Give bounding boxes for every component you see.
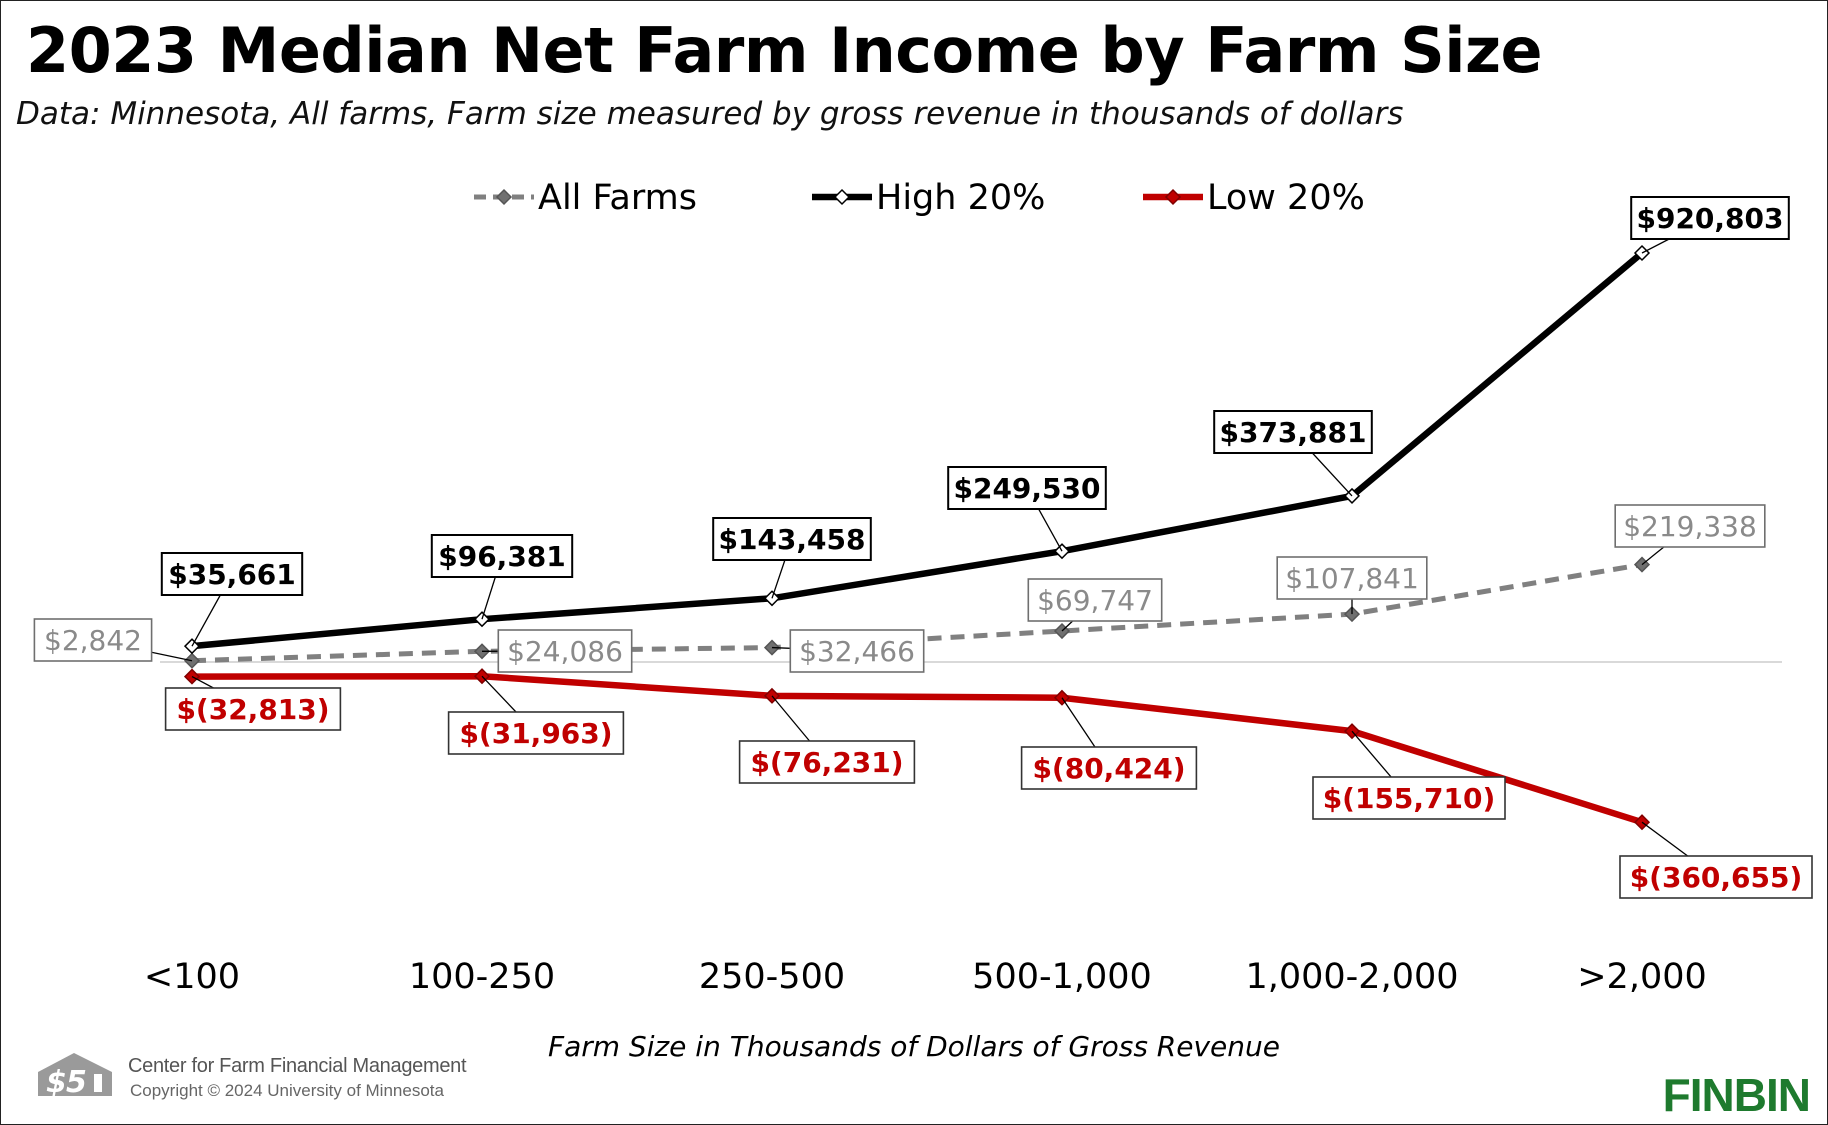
data-label-box — [1020, 746, 1198, 790]
data-label-layer: $2,842 $24,086 $32,466 $69,747 $107,841 $219,… — [33, 196, 1813, 899]
x-tick-label: >2,000 — [1577, 957, 1707, 997]
x-tick-label: 500-1,000 — [972, 957, 1152, 997]
data-label-text: $(32,813) — [176, 693, 329, 726]
data-label-box — [33, 618, 153, 662]
data-label-text: $24,086 — [507, 635, 623, 668]
footer-copyright: Copyright © 2024 University of Minnesota — [130, 1081, 444, 1100]
data-label-box — [497, 629, 633, 673]
data-label-text: $(76,231) — [750, 746, 903, 779]
legend-item: All Farms — [474, 178, 697, 218]
data-point-marker — [183, 652, 201, 669]
data-label: $219,338 — [1614, 504, 1766, 548]
svg-text:$: $ — [46, 1065, 67, 1098]
data-label: $35,661 — [160, 552, 304, 596]
data-label-text: $(80,424) — [1032, 752, 1185, 785]
data-label-text: $(31,963) — [459, 717, 612, 750]
data-point-marker — [473, 643, 491, 660]
data-label-text: $143,458 — [718, 523, 865, 556]
data-label: $(76,231) — [738, 740, 916, 784]
data-label: $143,458 — [712, 517, 872, 561]
data-label: $96,381 — [430, 534, 574, 578]
data-label-box — [1276, 556, 1428, 600]
data-label: $2,842 — [33, 618, 153, 662]
chart-title: 2023 Median Net Farm Income by Farm Size — [26, 14, 1543, 87]
x-axis-title: Farm Size in Thousands of Dollars of Gro… — [547, 1030, 1281, 1063]
data-label-box — [738, 740, 916, 784]
data-label: $69,747 — [1027, 578, 1163, 622]
legend-marker — [1164, 188, 1182, 206]
data-label-text: $(360,655) — [1630, 861, 1803, 894]
data-label-box — [789, 629, 925, 673]
legend-marker — [833, 188, 851, 206]
data-label-text: $107,841 — [1285, 562, 1419, 595]
data-label: $249,530 — [947, 466, 1107, 510]
data-label-box — [1027, 578, 1163, 622]
chart-subtitle: Data: Minnesota, All farms, Farm size me… — [16, 96, 1404, 132]
legend-item: High 20% — [812, 178, 1045, 218]
data-label-text: $(155,710) — [1323, 782, 1496, 815]
legend-item: Low 20% — [1143, 178, 1365, 218]
data-label-text: $373,881 — [1219, 416, 1366, 449]
legend-label: Low 20% — [1207, 178, 1365, 218]
x-axis: <100 100-250 250-500 500-1,000 1,000-2,000 >2… — [144, 957, 1707, 997]
data-label: $(360,655) — [1619, 855, 1813, 899]
data-label: $(31,963) — [447, 711, 625, 755]
legend: All Farms High 20% Low 20% — [474, 178, 1365, 218]
data-label-box — [160, 552, 304, 596]
data-label-text: $219,338 — [1623, 510, 1757, 543]
data-label-box — [947, 466, 1107, 510]
data-label-box — [447, 711, 625, 755]
data-label: $107,841 — [1276, 556, 1428, 600]
data-label: $24,086 — [497, 629, 633, 673]
data-label-box — [430, 534, 574, 578]
series-layer — [183, 244, 1651, 831]
cffm-logo-icon: $ 5 — [38, 1053, 112, 1098]
data-label: $32,466 — [789, 629, 925, 673]
finbin-brand: FINBIN — [1662, 1069, 1811, 1121]
data-label-text: $249,530 — [953, 472, 1100, 505]
svg-text:5: 5 — [66, 1065, 87, 1098]
x-tick-label: <100 — [144, 957, 240, 997]
data-label: $(155,710) — [1312, 776, 1506, 820]
series-line — [191, 672, 1643, 826]
data-label: $373,881 — [1213, 410, 1373, 454]
data-label-text: $920,803 — [1636, 202, 1783, 235]
data-point-marker — [763, 639, 781, 656]
data-label-text: $32,466 — [799, 635, 915, 668]
legend-label: All Farms — [538, 178, 697, 218]
x-tick-label: 250-500 — [699, 957, 845, 997]
data-label-text: $35,661 — [168, 558, 296, 591]
data-label-box — [1619, 855, 1813, 899]
data-label-box — [712, 517, 872, 561]
data-label-box — [1213, 410, 1373, 454]
data-label: $(80,424) — [1020, 746, 1198, 790]
data-label-text: $69,747 — [1037, 584, 1153, 617]
data-label-box — [1312, 776, 1506, 820]
data-label-text: $2,842 — [44, 624, 142, 657]
series-high-20- — [183, 244, 1651, 655]
series-line — [191, 250, 1645, 650]
x-tick-label: 1,000-2,000 — [1245, 957, 1458, 997]
data-label-box — [164, 687, 342, 731]
data-label-box — [1630, 196, 1790, 240]
data-label-box — [1614, 504, 1766, 548]
legend-label: High 20% — [876, 178, 1045, 218]
data-label: $920,803 — [1630, 196, 1790, 240]
data-label-text: $96,381 — [438, 540, 566, 573]
x-tick-label: 100-250 — [409, 957, 555, 997]
data-point-marker — [473, 611, 491, 628]
data-label: $(32,813) — [164, 687, 342, 731]
legend-marker — [495, 188, 513, 206]
footer-organization: Center for Farm Financial Management — [128, 1055, 467, 1077]
